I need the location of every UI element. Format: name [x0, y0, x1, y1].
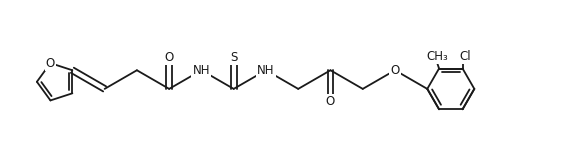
Text: S: S	[230, 51, 237, 64]
Text: O: O	[390, 64, 400, 77]
Text: Cl: Cl	[460, 50, 472, 63]
Text: CH₃: CH₃	[426, 50, 448, 63]
Text: O: O	[326, 95, 335, 108]
Text: O: O	[46, 57, 55, 70]
Text: NH: NH	[193, 64, 210, 77]
Text: O: O	[165, 51, 174, 64]
Text: NH: NH	[257, 64, 275, 77]
